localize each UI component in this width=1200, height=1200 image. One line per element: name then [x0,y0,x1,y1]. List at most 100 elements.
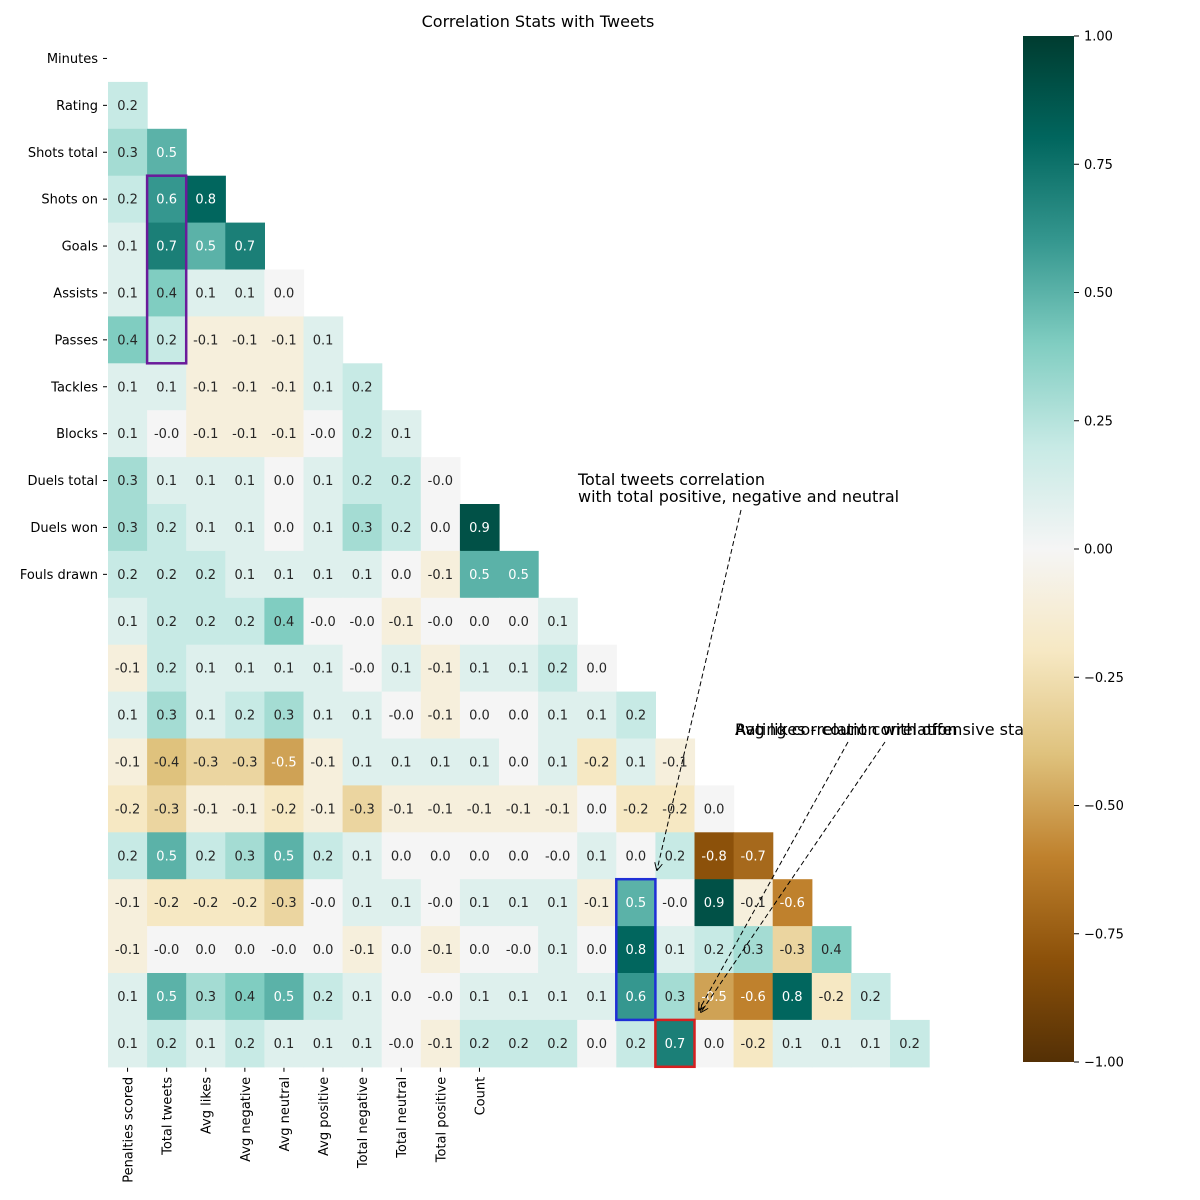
heatmap-cell [733,973,774,1021]
heatmap-cell-label: 0.1 [235,521,256,536]
colorbar-tick-label: −0.75 [1084,927,1124,942]
heatmap-cell-label: 0.2 [469,1037,490,1052]
heatmap-cell-label: -0.1 [193,333,218,348]
heatmap-cell [147,644,187,693]
heatmap-cell [264,504,305,552]
heatmap-cell-label: -0.2 [584,755,609,770]
col-label: Avg positive [317,1077,332,1156]
heatmap-cell [147,175,187,224]
heatmap-cell [147,504,187,552]
heatmap-cell-label: 0.0 [704,802,725,817]
heatmap-cell [655,879,696,927]
heatmap-cell [694,926,735,974]
heatmap-cell [225,597,265,646]
heatmap-cell [577,738,617,786]
heatmap-cell [342,457,383,505]
heatmap-cell [420,457,461,505]
heatmap-cell [616,973,656,1021]
heatmap-cell [499,644,539,693]
heatmap-cell [108,269,148,317]
heatmap-cell-label: 0.5 [274,990,295,1005]
heatmap-cell-label: 0.2 [352,380,373,395]
heatmap-cell [147,926,187,974]
heatmap-cell-label: 0.1 [391,662,412,677]
heatmap-cell [186,410,226,458]
heatmap-cell-label: 0.2 [156,521,177,536]
heatmap-cell [733,879,774,927]
heatmap-cell [186,457,226,505]
colorbar-tick-label: −1.00 [1084,1056,1124,1071]
heatmap-cell [147,363,187,411]
heatmap-cell-label: 0.0 [391,943,412,958]
heatmap-cell-label: -0.1 [115,896,140,911]
heatmap-cell [225,973,265,1021]
heatmap-cell-label: 0.2 [352,474,373,489]
heatmap-cell [108,222,148,271]
heatmap-cell-label: 0.4 [821,943,842,958]
annotation-arrow-total-tweets [657,509,742,870]
heatmap-cell-label: -0.1 [310,802,335,817]
heatmap-cell [303,1019,344,1068]
annotation-rating: Rating correlation with offensive stats [735,720,1039,739]
heatmap-cell-label: 0.3 [156,709,177,724]
heatmap-cell [499,926,539,974]
heatmap-cell [186,644,226,693]
heatmap-cell-label: 0.1 [352,568,373,583]
heatmap-cell [264,926,305,974]
heatmap-cell [538,691,578,740]
heatmap-cell-label: -0.0 [428,990,453,1005]
heatmap-cell-label: -0.1 [193,380,218,395]
heatmap-cell [108,81,148,130]
heatmap-cell [147,410,187,458]
chart-title: Correlation Stats with Tweets [422,12,655,31]
heatmap-cell [420,973,461,1021]
col-label: Total negative [356,1077,371,1169]
heatmap-cell [108,738,148,786]
colorbar-gradient [1023,36,1074,1062]
colorbar-tick-label: 0.75 [1084,158,1113,173]
heatmap-cell [303,410,344,458]
heatmap-cell [616,691,656,740]
heatmap-cell-label: -0.1 [389,802,414,817]
heatmap-cell-label: 0.1 [508,662,529,677]
heatmap-cell-label: 0.1 [274,1037,295,1052]
heatmap-cell [186,222,226,271]
heatmap-cell-label: 0.2 [195,568,216,583]
heatmap-cell-label: 0.1 [430,755,451,770]
heatmap-cell-label: 0.0 [235,943,256,958]
heatmap-cell [459,597,500,646]
heatmap-cell-label: 0.3 [195,990,216,1005]
heatmap-cell-label: 0.2 [391,521,412,536]
heatmap-cell [655,973,696,1021]
heatmap-cell [303,785,344,833]
heatmap-cell [303,504,344,552]
heatmap-cell [186,597,226,646]
heatmap-cell-label: -0.1 [115,943,140,958]
heatmap-cell-label: 0.2 [235,1037,256,1052]
heatmap-cell [186,785,226,833]
heatmap-cell [538,738,578,786]
annotation-avg-likes: Avg likes - count correlation [735,720,958,739]
heatmap-cell [459,1019,500,1068]
heatmap-cell-label: 0.1 [665,943,686,958]
heatmap-cell [303,550,344,599]
heatmap-cell-label: -0.2 [740,1037,765,1052]
heatmap-cell-label: 0.1 [195,474,216,489]
heatmap-cell-label: 0.3 [235,849,256,864]
heatmap-cell-label: 0.0 [704,1037,725,1052]
highlight-box [615,877,657,1022]
heatmap-cell [264,973,305,1021]
heatmap-cell [538,597,578,646]
heatmap-cell [147,879,187,927]
heatmap-cell-label: 0.4 [117,333,138,348]
heatmap-cell-label: 0.1 [117,380,138,395]
heatmap-cell [420,691,461,740]
heatmap-cell [225,738,265,786]
heatmap-cell-label: -0.1 [310,755,335,770]
heatmap-cell-label: 0.2 [195,615,216,630]
heatmap-cell [225,550,265,599]
heatmap-cell [186,316,226,364]
heatmap-cell-label: -0.6 [740,990,765,1005]
heatmap-cell [108,457,148,505]
heatmap-cell [264,785,305,833]
